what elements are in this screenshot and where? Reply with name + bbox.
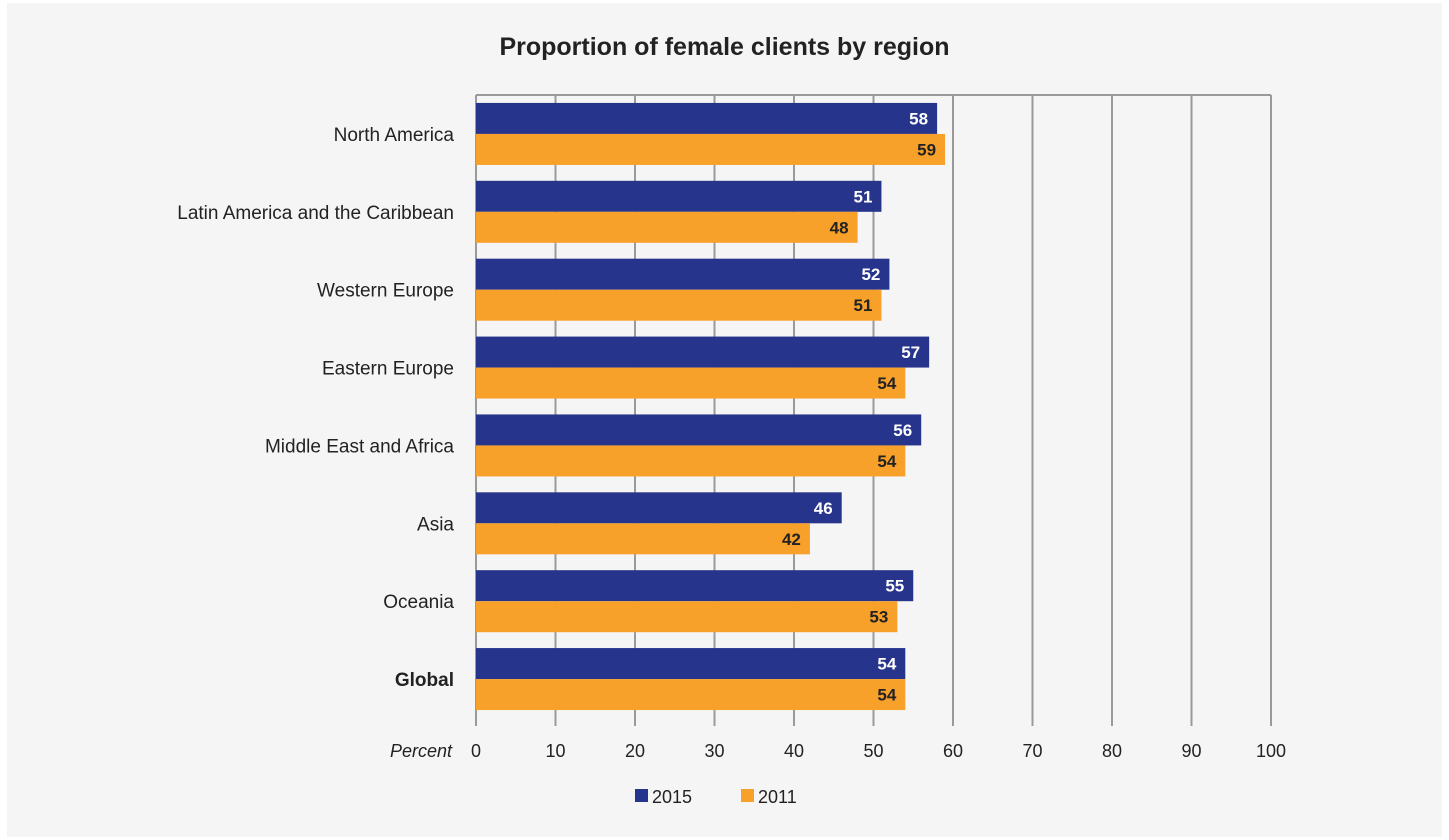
bar-2011	[476, 523, 810, 555]
bar-2011	[476, 289, 882, 321]
bar-2011	[476, 679, 906, 711]
category-label: Eastern Europe	[322, 359, 454, 380]
data-label-2015: 52	[861, 265, 880, 284]
bar-2011	[476, 133, 946, 165]
legend-label-2015: 2015	[652, 787, 692, 807]
x-tick-label: 0	[471, 741, 481, 761]
legend-swatch-2015	[635, 789, 648, 802]
data-label-2011: 53	[869, 608, 888, 627]
data-label-2011: 48	[830, 218, 849, 237]
bar-chart: 0 10 20 30 40 50 60 70 80 90 100 Percent North Ameri…	[177, 94, 1286, 807]
bar-2015	[476, 336, 930, 368]
bar-2011	[476, 445, 906, 477]
x-tick-label: 30	[704, 741, 724, 761]
x-tick-label: 60	[943, 741, 963, 761]
category-label: Western Europe	[317, 281, 454, 302]
bar-2011	[476, 367, 906, 399]
x-tick-label: 70	[1022, 741, 1042, 761]
chart-title: Proportion of female clients by region	[499, 33, 950, 61]
x-tick-label: 20	[625, 741, 645, 761]
category-label: Latin America and the Caribbean	[177, 203, 454, 224]
bar-2015	[476, 102, 938, 134]
data-label-2011: 51	[854, 296, 873, 315]
x-tick-label: 100	[1256, 741, 1286, 761]
data-label-2011: 42	[782, 530, 801, 549]
bar-2015	[476, 492, 842, 524]
data-label-2011: 54	[877, 686, 896, 705]
category-label: Middle East and Africa	[265, 436, 454, 457]
labels: 0 10 20 30 40 50 60 70 80 90 100 Percent North Ameri…	[177, 109, 1286, 761]
bar-2011	[476, 211, 858, 243]
bars	[476, 102, 946, 711]
data-label-2015: 46	[814, 499, 833, 518]
x-tick-label: 40	[784, 741, 804, 761]
legend-swatch-2011	[741, 789, 754, 802]
data-label-2011: 59	[917, 140, 936, 159]
category-label: Oceania	[383, 592, 454, 613]
bar-2015	[476, 648, 906, 680]
bar-2011	[476, 601, 898, 633]
data-label-2015: 58	[909, 109, 928, 128]
data-label-2011: 54	[877, 374, 896, 393]
x-tick-label: 10	[545, 741, 565, 761]
x-tick-label: 50	[863, 741, 883, 761]
bar-2015	[476, 414, 922, 446]
data-label-2015: 51	[854, 187, 873, 206]
data-label-2015: 54	[877, 655, 896, 674]
bar-2015	[476, 180, 882, 212]
x-tick-label: 80	[1102, 741, 1122, 761]
x-tick-label: 90	[1181, 741, 1201, 761]
bar-2015	[476, 258, 890, 290]
category-label: Global	[395, 670, 454, 691]
legend-label-2011: 2011	[758, 787, 797, 807]
category-label: Asia	[417, 514, 454, 535]
data-label-2015: 55	[885, 577, 904, 596]
chart-panel: Proportion of female clients by region 0…	[7, 3, 1442, 837]
data-label-2015: 57	[901, 343, 920, 362]
data-label-2011: 54	[877, 452, 896, 471]
legend: 2015 2011	[635, 787, 797, 807]
category-label: North America	[334, 125, 455, 146]
bar-2015	[476, 570, 914, 602]
x-axis-label: Percent	[390, 741, 453, 761]
data-label-2015: 56	[893, 421, 912, 440]
